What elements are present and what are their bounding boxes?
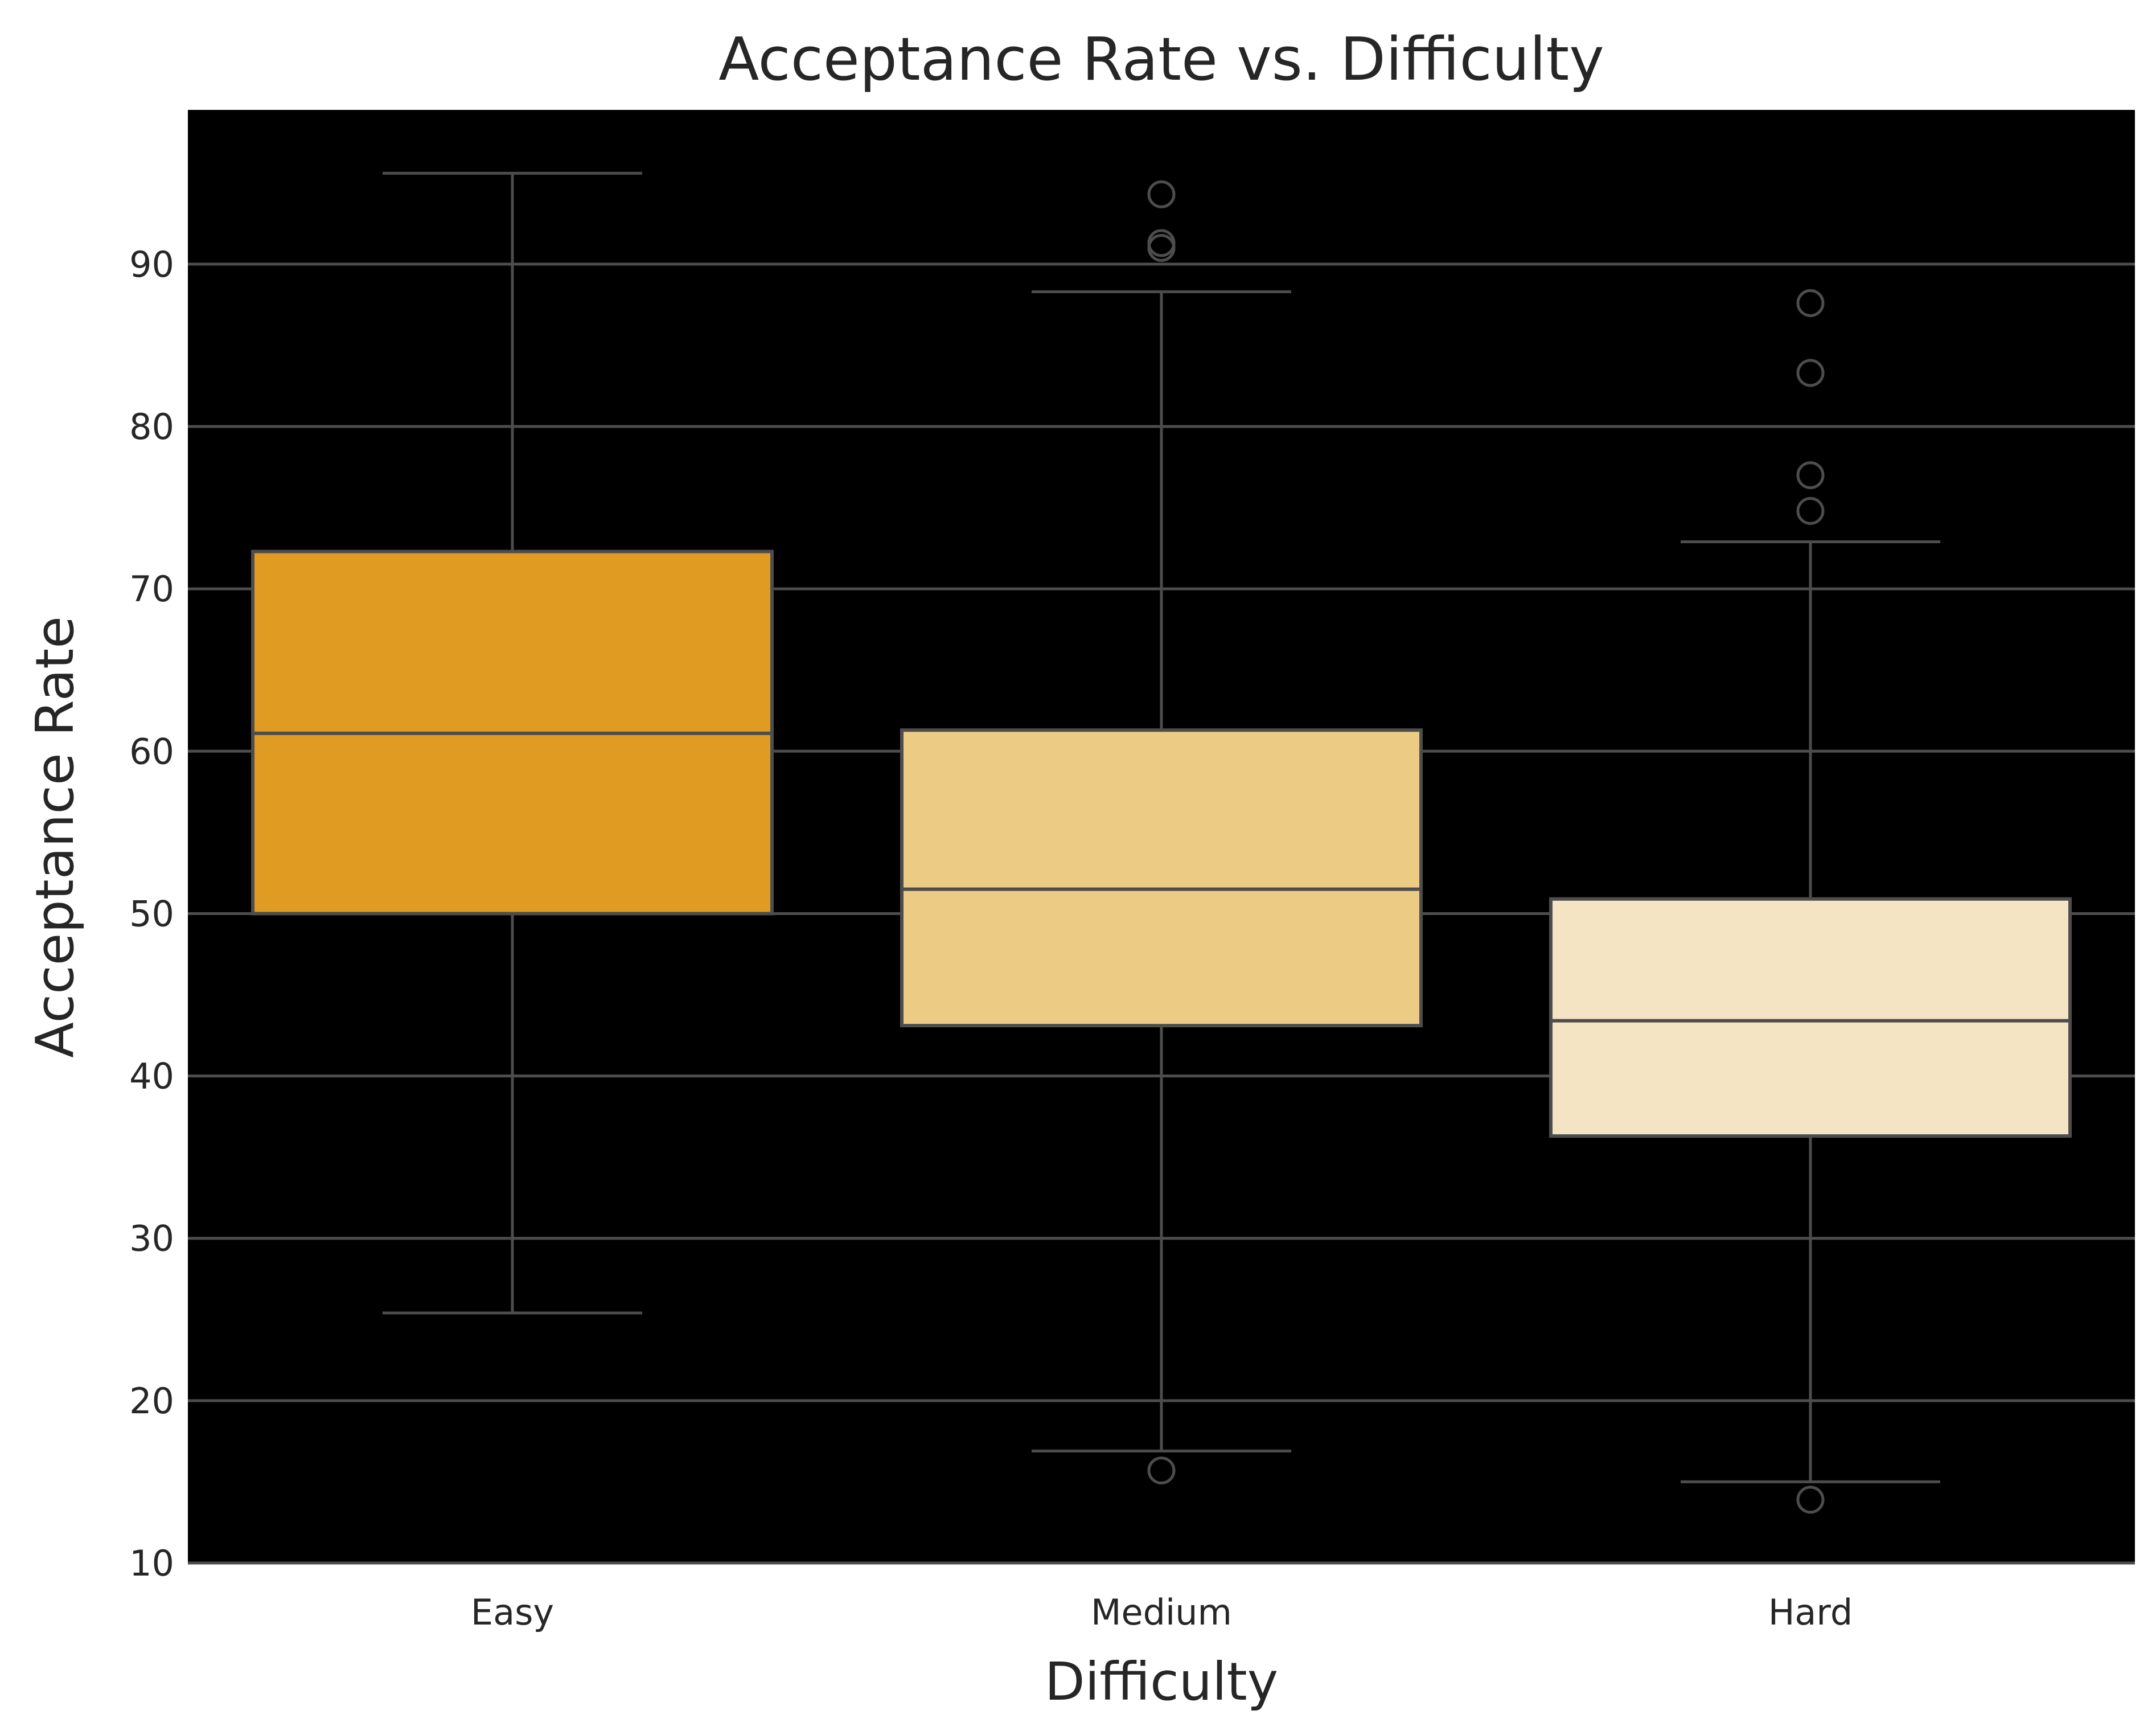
box-group-easy	[251, 171, 774, 1315]
y-tick-label-10: 10	[129, 1543, 174, 1584]
outlier-point-medium-2	[1147, 229, 1176, 257]
outlier-point-hard-2	[1796, 461, 1825, 490]
y-tick-label-50: 50	[129, 893, 174, 934]
boxes	[251, 171, 2072, 1514]
chart-title: Acceptance Rate vs. Difficulty	[718, 24, 1604, 94]
box-hard	[1549, 897, 2072, 1138]
outlier-point-hard-3	[1796, 359, 1825, 387]
x-tick-label-medium: Medium	[1091, 1591, 1232, 1633]
outlier-point-hard-0	[1796, 1486, 1825, 1514]
y-tick-label-20: 20	[129, 1380, 174, 1422]
outlier-point-hard-4	[1796, 289, 1825, 317]
x-axis-label: Difficulty	[1045, 1651, 1278, 1712]
outlier-point-medium-3	[1147, 180, 1176, 208]
x-tick-labels: Easy Medium Hard	[471, 1591, 1853, 1633]
y-tick-labels: 10 20 30 40 50 60 70 80 90	[129, 244, 174, 1584]
y-tick-label-90: 90	[129, 244, 174, 285]
y-tick-label-40: 40	[129, 1056, 174, 1097]
y-axis-label: Acceptance Rate	[24, 616, 85, 1058]
x-tick-label-hard: Hard	[1768, 1591, 1853, 1633]
box-group-medium	[900, 180, 1423, 1484]
outlier-point-medium-0	[1147, 1456, 1176, 1484]
y-tick-label-70: 70	[129, 568, 174, 610]
y-tick-label-80: 80	[129, 406, 174, 448]
box-medium	[900, 728, 1423, 1028]
box-group-hard	[1549, 289, 2072, 1514]
y-tick-label-60: 60	[129, 731, 174, 772]
y-tick-label-30: 30	[129, 1218, 174, 1260]
x-tick-label-easy: Easy	[471, 1591, 554, 1633]
outlier-point-hard-1	[1796, 497, 1825, 525]
